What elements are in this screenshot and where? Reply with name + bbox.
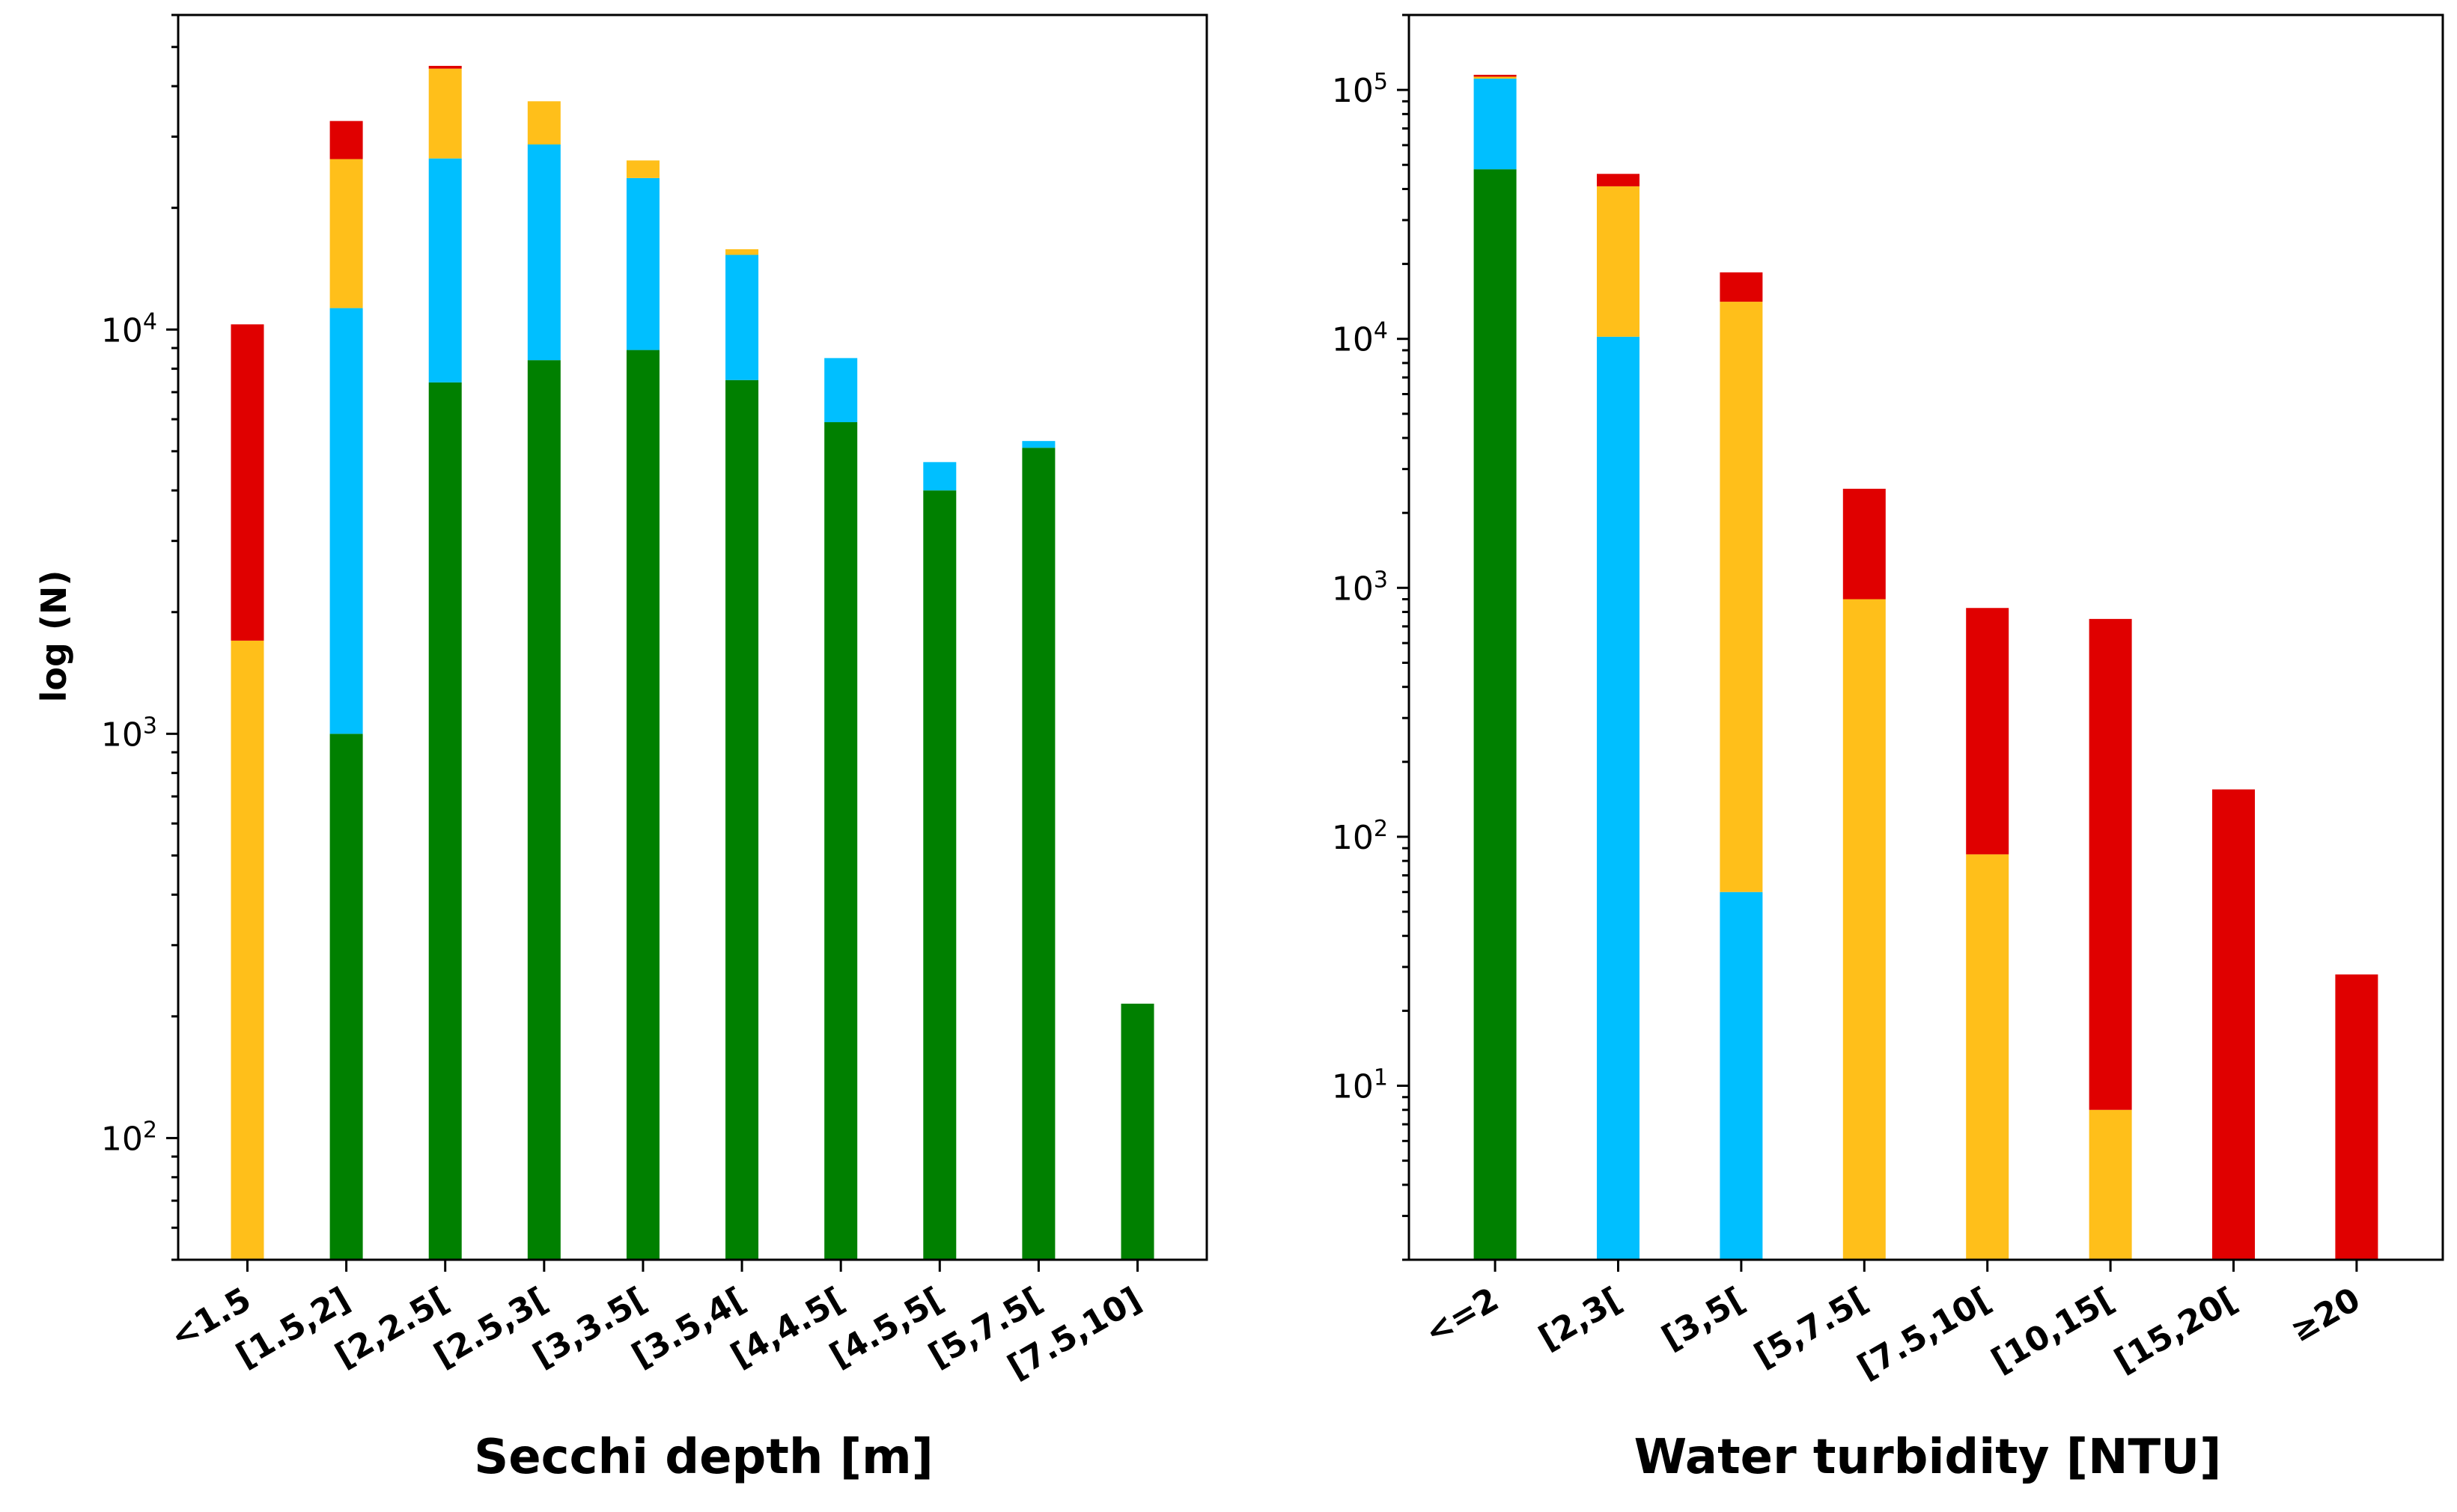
bar-3.5-4-green <box>725 379 759 1260</box>
secchi-bars <box>231 65 1154 1260</box>
secchi-y-ticks: 102 103 104 <box>101 13 178 1261</box>
bar-5-7.5-orange <box>1842 599 1886 1260</box>
x-tick-label-2-3: [2,3[ <box>1532 1280 1628 1357</box>
bar-2-2.5-blue <box>428 158 462 382</box>
bar-3-3.5-orange <box>626 160 660 178</box>
secchi-depth-chart: 102 103 104 <1.5[1.5,2][2,2.5[[2.5,3[[3,3.… <box>34 13 1208 1485</box>
y-tick-label-1000: 103 <box>1332 567 1388 609</box>
turbidity-y-ticks: 101 102 103 104 105 <box>1332 13 1409 1261</box>
secchi-x-ticks: <1.5[1.5,2][2,2.5[[2.5,3[[3,3.5[[3.5,4[[… <box>164 1260 1148 1387</box>
bar-4-4.5-blue <box>824 358 858 423</box>
turbidity-x-axis-title: Water turbidity [NTU] <box>1634 1430 2222 1485</box>
turbidity-x-ticks: <=2 [2,3[[3,5[[5,7.5[[7.5,10[[10,15[[15,2… <box>1419 1260 2366 1387</box>
x-tick-label-3-5: [3,5[ <box>1656 1280 1752 1357</box>
bar-1.5-2-red <box>329 121 363 159</box>
y-tick-label-100000: 105 <box>1332 69 1388 111</box>
bar-20-red <box>2335 974 2378 1260</box>
bar-2.5-3-blue <box>527 144 561 361</box>
y-tick-label-100: 102 <box>101 1117 157 1159</box>
x-tick-label-4.5-5: [4.5,5[ <box>823 1280 950 1375</box>
y-tick-label-100: 102 <box>1332 815 1388 857</box>
bar-2-3-red <box>1596 174 1639 186</box>
bar-7.5-10-green <box>1121 1003 1154 1260</box>
bar-5-7.5-green <box>1022 448 1056 1260</box>
x-tick-label-2-2.5: [2,2.5[ <box>329 1280 455 1375</box>
bar-2-3-blue <box>1596 336 1639 1260</box>
bar-3-5-red <box>1720 272 1763 302</box>
bar-1.5-2-green <box>329 734 363 1260</box>
bar-1.5-2-orange <box>329 159 363 308</box>
bar-2-orange <box>1473 76 1517 79</box>
secchi-axes-frame <box>177 13 1208 1261</box>
bar-3-3.5-green <box>626 350 660 1260</box>
bar-7.5-10-red <box>1966 608 2009 855</box>
bar-7.5-10-orange <box>1966 854 2009 1260</box>
bar-1.5-red <box>231 324 264 641</box>
bar-1.5-2-blue <box>329 308 363 734</box>
bar-3-5-orange <box>1720 302 1763 892</box>
bar-2-2.5-orange <box>428 68 462 159</box>
y-tick-label-10000: 104 <box>101 308 157 350</box>
bar-4.5-5-blue <box>923 462 957 491</box>
bar-2-red <box>1473 74 1517 77</box>
x-tick-label-15-20: [15,20[ <box>2108 1280 2244 1380</box>
bar-2-2.5-green <box>428 382 462 1260</box>
y-tick-label-1000: 103 <box>101 713 157 755</box>
bar-1.5-orange <box>231 640 264 1260</box>
bar-2.5-3-orange <box>527 101 561 144</box>
bar-15-20-red <box>2212 789 2256 1260</box>
y-tick-label-10: 101 <box>1332 1064 1388 1106</box>
secchi-x-axis-title: Secchi depth [m] <box>474 1430 934 1485</box>
bar-2.5-3-green <box>527 360 561 1260</box>
bar-5-7.5-blue <box>1022 441 1056 448</box>
x-tick-label-20: ≥20 <box>2284 1280 2366 1350</box>
x-tick-label-4-4.5: [4,4.5[ <box>725 1280 851 1375</box>
turbidity-bars <box>1473 74 2378 1260</box>
bar-4.5-5-green <box>923 490 957 1260</box>
bar-3-5-blue <box>1720 891 1763 1260</box>
bar-4-4.5-green <box>824 422 858 1260</box>
bar-10-15-orange <box>2089 1109 2132 1260</box>
x-tick-label-7.5-10: [7.5,10[ <box>1851 1280 1997 1386</box>
bar-2-3-orange <box>1596 186 1639 337</box>
turbidity-axes-frame <box>1407 13 2444 1261</box>
secchi-y-axis-title: log (N) <box>34 570 74 703</box>
x-tick-label-10-15: [10,15[ <box>1985 1280 2121 1380</box>
bar-3.5-4-blue <box>725 254 759 380</box>
bar-2-blue <box>1473 79 1517 170</box>
x-tick-label-3.5-4: [3.5,4[ <box>626 1280 752 1375</box>
bar-2-green <box>1473 169 1517 1260</box>
x-tick-label-2: <=2 <box>1419 1280 1505 1352</box>
x-tick-label-2.5-3: [2.5,3[ <box>427 1280 554 1375</box>
bar-3-3.5-blue <box>626 177 660 350</box>
x-tick-label-1.5-2: [1.5,2] <box>230 1280 356 1375</box>
x-tick-label-3-3.5: [3,3.5[ <box>527 1280 654 1375</box>
y-tick-label-10000: 104 <box>1332 317 1388 359</box>
bar-2-2.5-red <box>428 65 462 69</box>
bar-10-15-red <box>2089 618 2132 1110</box>
bar-3.5-4-orange <box>725 249 759 255</box>
bar-5-7.5-red <box>1842 488 1886 600</box>
